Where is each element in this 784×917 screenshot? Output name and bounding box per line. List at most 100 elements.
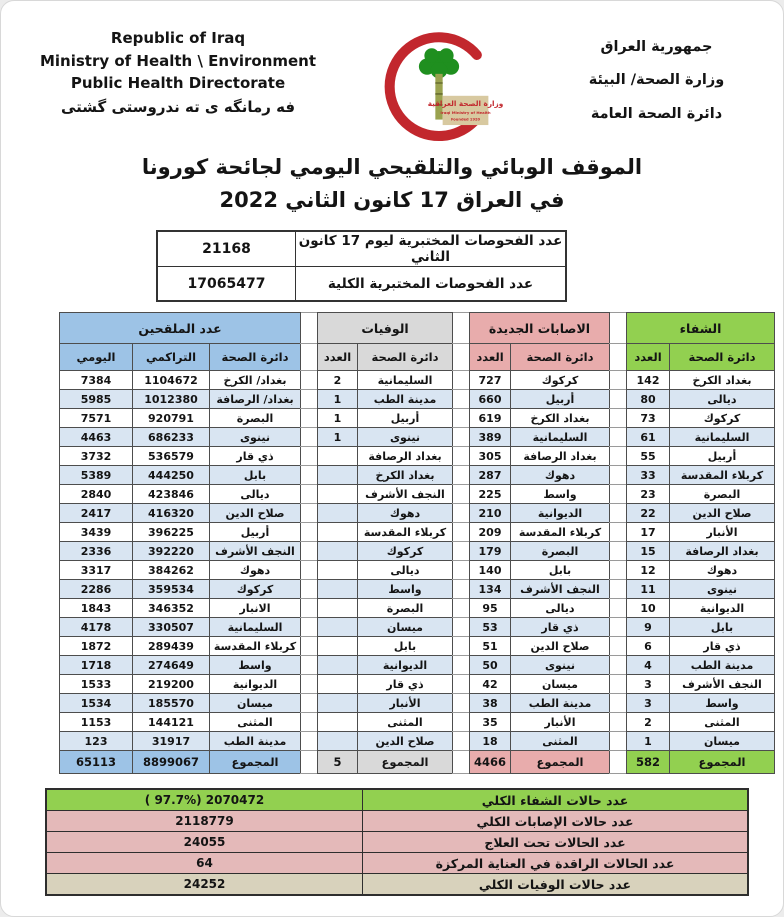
directorate-cell: بابل <box>669 617 775 638</box>
column-header: دائرة الصحة <box>510 343 610 372</box>
value-cell: 2 <box>317 370 358 391</box>
summary-value: 64 <box>47 853 363 874</box>
total-value-cell: 8899067 <box>132 750 210 775</box>
spacer-cell <box>609 636 627 657</box>
directorate-cell: واسط <box>510 484 610 505</box>
value-cell <box>317 636 358 657</box>
summary-value: 24055 <box>47 832 363 853</box>
logo-arabic-text: وزارة الصحة العراقية <box>427 99 502 108</box>
value-cell: 53 <box>469 617 511 638</box>
directorate-cell: نينوى <box>669 579 775 600</box>
directorate-cell: أربيل <box>357 408 453 429</box>
value-cell: 80 <box>626 389 670 410</box>
value-cell <box>317 446 358 467</box>
directorate-cell: صلاح الدين <box>669 503 775 524</box>
lab-tests-table: 21168 عدد الفحوصات المختبرية ليوم 17 كان… <box>156 230 567 303</box>
directorate-cell: الأنبار <box>357 693 453 714</box>
value-cell <box>317 503 358 524</box>
directorate-cell: واسط <box>669 693 775 714</box>
value-cell: 3 <box>626 674 670 695</box>
directorate-cell: نينوى <box>209 427 301 448</box>
spacer-cell <box>452 712 470 733</box>
value-cell: 2840 <box>59 484 133 505</box>
table-row: دهوك 12 بابل 140 ديالى دهوك 384262 3317 <box>59 560 775 581</box>
value-cell: 1012380 <box>132 389 210 410</box>
spacer-cell <box>609 408 627 429</box>
header-arabic-line: دائرة الصحة العامة <box>590 105 723 122</box>
directorate-cell: الديوانية <box>669 598 775 619</box>
header-arabic-line: جمهورية العراق <box>600 39 713 55</box>
spacer-cell <box>300 370 318 391</box>
totals-row: المجموع 582 المجموع 4466 المجموع 5 المجموع 8899… <box>59 750 775 775</box>
total-value-cell: 5 <box>317 750 358 775</box>
directorate-cell: كركوك <box>669 408 775 429</box>
value-cell: 389 <box>469 427 511 448</box>
value-cell: 2 <box>626 712 670 733</box>
value-cell <box>317 579 358 600</box>
directorate-cell: النجف الأشرف <box>209 541 301 562</box>
directorate-cell: ميسان <box>209 693 301 714</box>
report-title: الموقف الوبائي والتلقيحي اليومي لجائحة ك… <box>1 151 783 216</box>
directorate-cell: ذي قار <box>357 674 453 695</box>
page-header: Republic of Iraq Ministry of Health \ En… <box>1 1 783 147</box>
spacer-cell <box>300 579 318 600</box>
value-cell: 396225 <box>132 522 210 543</box>
table-row: صلاح الدين 22 الديوانية 210 دهوك صلاح الدين 41… <box>59 503 775 524</box>
value-cell: 9 <box>626 617 670 638</box>
spacer-cell <box>452 655 470 676</box>
summary-label: عدد حالات الوفيات الكلي <box>478 876 632 892</box>
directorate-cell: السليمانية <box>510 427 610 448</box>
spacer-cell <box>452 693 470 714</box>
value-cell: 2286 <box>59 579 133 600</box>
directorate-cell: البصرة <box>510 541 610 562</box>
spacer-cell <box>300 343 318 372</box>
summary-row-total-deaths: 24252 عدد حالات الوفيات الكلي <box>47 874 747 895</box>
value-cell: 4178 <box>59 617 133 638</box>
spacer-cell <box>609 446 627 467</box>
column-header: العدد <box>317 343 358 372</box>
logo-founded-text: Founded 1920 <box>450 117 480 121</box>
table-row: كركوك 73 بغداد الكرخ 619 أربيل 1 البصرة 920791 7… <box>59 408 775 429</box>
value-cell: 3317 <box>59 560 133 581</box>
directorate-cell: ذي قار <box>510 617 610 638</box>
value-cell <box>317 522 358 543</box>
directorate-cell: مدينة الطب <box>510 693 610 714</box>
spacer-cell <box>452 389 470 410</box>
value-cell: 15 <box>626 541 670 562</box>
directorate-cell: ذي قار <box>209 446 301 467</box>
value-cell: 660 <box>469 389 511 410</box>
directorate-cell: ديالى <box>357 560 453 581</box>
spacer-cell <box>609 370 627 391</box>
value-cell: 225 <box>469 484 511 505</box>
table-row: بابل 9 ذي قار 53 ميسان السليمانية 330507 4178 <box>59 617 775 638</box>
value-cell: 274649 <box>132 655 210 676</box>
value-cell: 416320 <box>132 503 210 524</box>
column-header: دائرة الصحة <box>209 343 301 372</box>
value-cell: 7384 <box>59 370 133 391</box>
directorate-cell: كربلاء المقدسة <box>510 522 610 543</box>
value-cell: 444250 <box>132 465 210 486</box>
table-row: مدينة الطب 4 نينوى 50 الديوانية واسط 274649 171… <box>59 655 775 676</box>
table-row: أربيل 55 بغداد الرصافة 305 بغداد الرصافة ذي ق… <box>59 446 775 467</box>
value-cell: 12 <box>626 560 670 581</box>
spacer-cell <box>609 522 627 543</box>
value-cell <box>317 598 358 619</box>
spacer-cell <box>452 427 470 448</box>
spacer-cell <box>452 408 470 429</box>
spacer-cell <box>609 750 627 775</box>
main-table: الشفاء الاصابات الجديدة الوفيات عدد الملقحي… <box>59 312 775 775</box>
directorate-cell: كربلاء المقدسة <box>357 522 453 543</box>
spacer-cell <box>300 408 318 429</box>
value-cell: 305 <box>469 446 511 467</box>
value-cell <box>317 560 358 581</box>
total-tests-label: عدد الفحوصات المختبرية الكلية <box>295 266 567 302</box>
value-cell: 31917 <box>132 731 210 752</box>
directorate-cell: بغداد الرصافة <box>357 446 453 467</box>
total-tests-value: 17065477 <box>156 266 296 302</box>
directorate-cell: كربلاء المقدسة <box>209 636 301 657</box>
value-cell: 1153 <box>59 712 133 733</box>
spacer-cell <box>609 484 627 505</box>
spacer-cell <box>300 693 318 714</box>
value-cell: 23 <box>626 484 670 505</box>
value-cell: 17 <box>626 522 670 543</box>
